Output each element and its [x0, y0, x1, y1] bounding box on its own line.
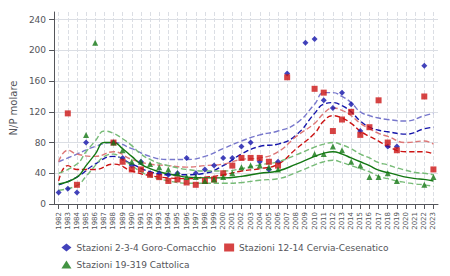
svg-text:1990: 1990	[128, 212, 136, 230]
svg-text:200: 200	[29, 45, 46, 55]
svg-text:1985: 1985	[82, 212, 90, 230]
svg-text:2013: 2013	[338, 212, 346, 230]
svg-text:Stazioni 19-319 Cattolica: Stazioni 19-319 Cattolica	[76, 260, 189, 270]
svg-text:2021: 2021	[411, 212, 419, 230]
svg-text:2008: 2008	[292, 212, 300, 230]
svg-text:1989: 1989	[119, 212, 127, 230]
svg-text:Stazioni 12-14 Cervia-Cesenati: Stazioni 12-14 Cervia-Cesenatico	[239, 243, 389, 253]
svg-text:2010: 2010	[311, 212, 319, 230]
svg-text:2011: 2011	[320, 212, 328, 230]
svg-text:1986: 1986	[91, 211, 99, 229]
svg-text:1983: 1983	[64, 212, 72, 230]
svg-text:1993: 1993	[155, 212, 163, 230]
svg-text:2018: 2018	[384, 212, 392, 230]
svg-text:2005: 2005	[265, 212, 273, 230]
svg-text:1997: 1997	[192, 212, 200, 230]
svg-text:1991: 1991	[137, 212, 145, 230]
svg-text:40: 40	[35, 168, 47, 178]
svg-text:1995: 1995	[173, 212, 181, 230]
svg-text:240: 240	[29, 15, 46, 25]
svg-text:2006: 2006	[274, 211, 282, 229]
svg-text:1987: 1987	[100, 212, 108, 230]
svg-text:1994: 1994	[164, 211, 172, 229]
svg-text:1982: 1982	[55, 212, 63, 230]
svg-text:80: 80	[35, 138, 47, 148]
svg-text:1992: 1992	[146, 212, 154, 230]
svg-text:2019: 2019	[393, 212, 401, 230]
svg-text:2023: 2023	[429, 212, 437, 230]
svg-text:1988: 1988	[109, 212, 117, 230]
svg-text:1999: 1999	[210, 212, 218, 230]
svg-text:0: 0	[40, 199, 46, 209]
svg-text:2020: 2020	[402, 212, 410, 230]
svg-text:2015: 2015	[356, 212, 364, 230]
svg-text:1996: 1996	[183, 211, 191, 229]
svg-text:2016: 2016	[365, 211, 373, 229]
svg-text:N/P molare: N/P molare	[8, 81, 19, 136]
svg-text:160: 160	[29, 76, 46, 86]
svg-text:2004: 2004	[256, 211, 264, 229]
svg-text:Stazioni 2-3-4 Goro-Comacchio: Stazioni 2-3-4 Goro-Comacchio	[76, 243, 216, 253]
svg-text:120: 120	[29, 107, 46, 117]
svg-text:2001: 2001	[228, 212, 236, 230]
svg-text:2000: 2000	[219, 212, 227, 230]
svg-text:2009: 2009	[301, 212, 309, 230]
svg-text:2007: 2007	[283, 212, 291, 230]
svg-text:1984: 1984	[73, 211, 81, 229]
svg-text:2014: 2014	[347, 211, 355, 229]
svg-text:1998: 1998	[201, 212, 209, 230]
svg-text:2022: 2022	[420, 212, 428, 230]
svg-text:2012: 2012	[329, 212, 337, 230]
svg-text:2002: 2002	[237, 212, 245, 230]
svg-text:2017: 2017	[375, 212, 383, 230]
svg-text:2003: 2003	[247, 212, 255, 230]
